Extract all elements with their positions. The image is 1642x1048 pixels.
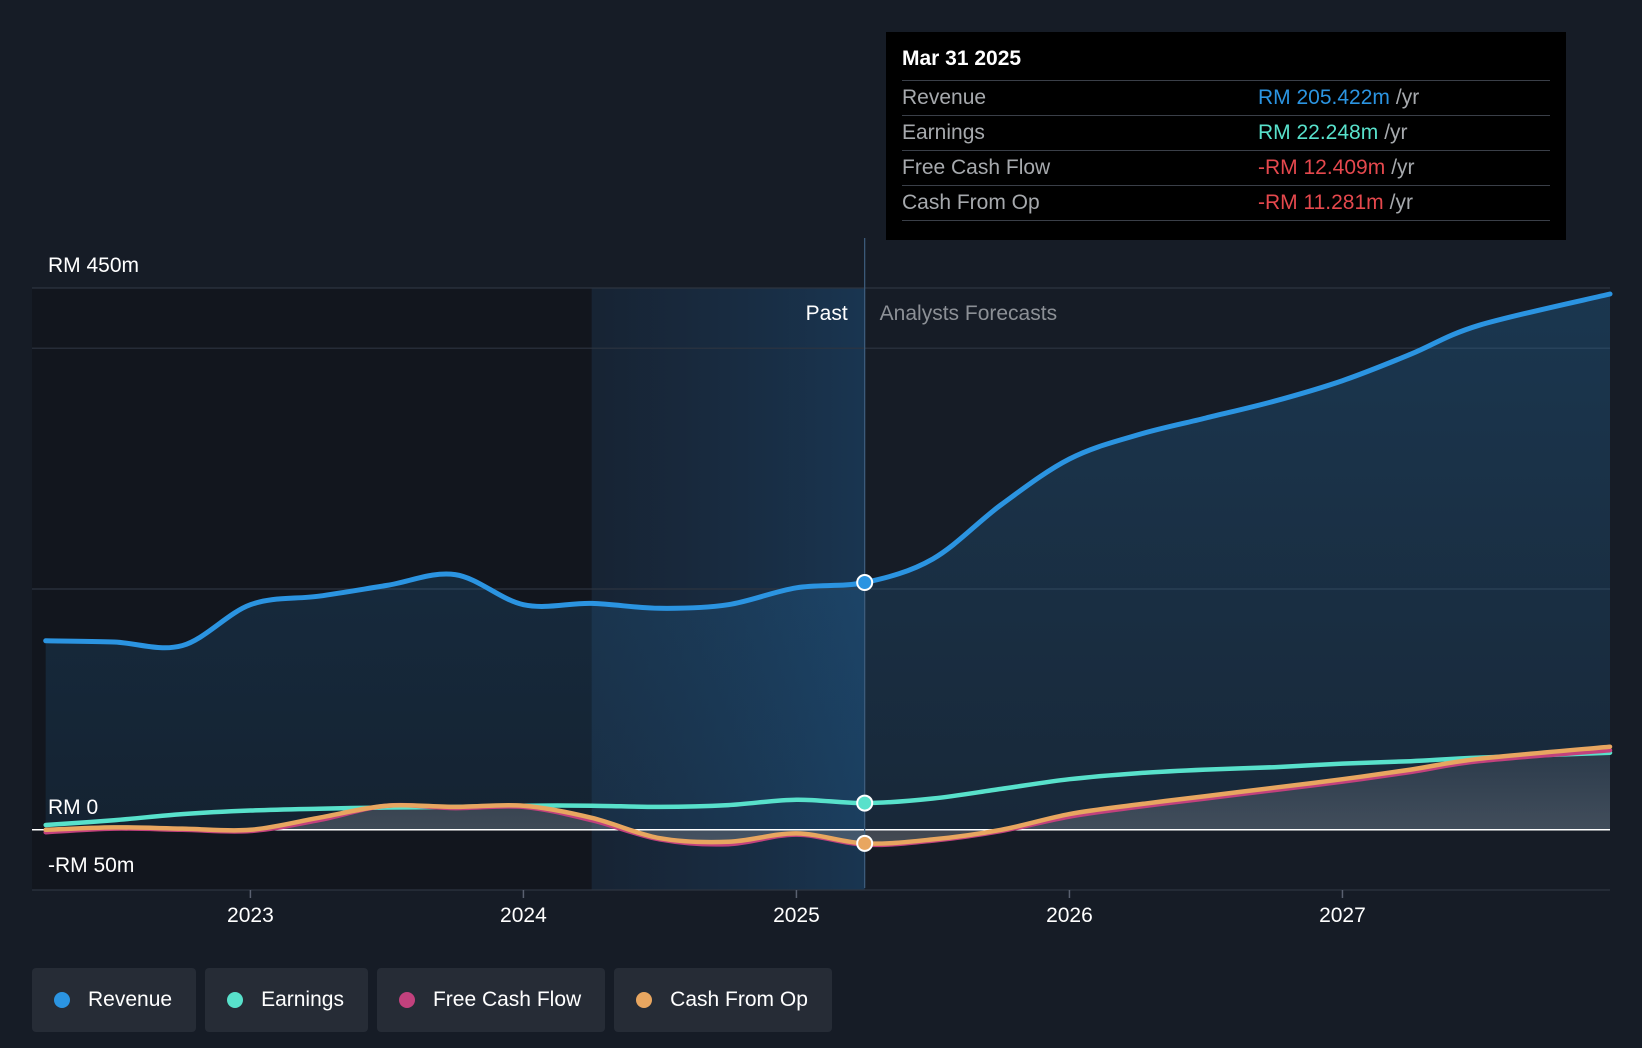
legend-label: Earnings xyxy=(261,988,344,1011)
legend: Revenue Earnings Free Cash Flow Cash Fro… xyxy=(32,968,832,1032)
y-axis-label-top: RM 450m xyxy=(48,254,139,277)
legend-label: Revenue xyxy=(88,988,173,1011)
legend-item-cash-from-op[interactable]: Cash From Op xyxy=(614,968,832,1032)
x-tick-label: 2026 xyxy=(1046,904,1093,927)
tooltip-row-earnings: Earnings RM 22.248m /yr xyxy=(902,116,1550,151)
revenue-marker xyxy=(856,573,874,591)
cash-from-op-marker xyxy=(856,834,874,852)
cash-from-op-area xyxy=(45,746,1611,844)
tooltip-row-name: Cash From Op xyxy=(902,191,1040,214)
legend-item-revenue[interactable]: Revenue xyxy=(32,968,197,1032)
legend-dot-icon xyxy=(636,992,653,1008)
x-axis-ticks: 2023 2024 2025 2026 2027 xyxy=(227,890,1366,927)
tooltip-row-unit: /yr xyxy=(1389,191,1413,214)
tooltip-row-value: RM 22.248m xyxy=(1258,121,1379,144)
earnings-line xyxy=(43,750,1613,828)
series-lines xyxy=(43,291,1613,848)
x-tick-label: 2023 xyxy=(227,904,274,927)
tooltip-row-unit: /yr xyxy=(1384,121,1408,144)
series-areas xyxy=(45,294,1611,844)
earnings-marker xyxy=(856,794,874,812)
x-tick-label: 2024 xyxy=(500,904,547,927)
tooltip: Mar 31 2025 Revenue RM 205.422m /yr Earn… xyxy=(886,32,1566,240)
legend-dot-icon xyxy=(54,992,70,1008)
forecast-label: Analysts Forecasts xyxy=(880,302,1057,325)
tooltip-row-revenue: Revenue RM 205.422m /yr xyxy=(902,81,1550,116)
tooltip-row-value: RM 205.422m xyxy=(1258,86,1390,109)
legend-dot-icon xyxy=(398,992,415,1008)
tooltip-row-name: Free Cash Flow xyxy=(902,156,1051,179)
legend-label: Cash From Op xyxy=(670,988,808,1011)
legend-dot-icon xyxy=(227,992,244,1008)
legend-item-earnings[interactable]: Earnings xyxy=(205,968,368,1032)
hover-markers xyxy=(856,573,874,852)
y-axis-label-bottom: -RM 50m xyxy=(48,854,134,877)
tooltip-row-cash-from-op: Cash From Op -RM 11.281m /yr xyxy=(902,186,1550,221)
tooltip-row-free-cash-flow: Free Cash Flow -RM 12.409m /yr xyxy=(902,151,1550,186)
tooltip-row-value: -RM 12.409m xyxy=(1258,156,1386,179)
x-tick-label: 2027 xyxy=(1319,904,1366,927)
revenue-line xyxy=(43,291,1613,651)
x-tick-label: 2025 xyxy=(773,904,820,927)
cash-from-op-line xyxy=(43,744,1613,846)
tooltip-row-name: Earnings xyxy=(902,121,985,144)
tooltip-row-unit: /yr xyxy=(1391,156,1415,179)
legend-label: Free Cash Flow xyxy=(432,988,582,1011)
tooltip-date: Mar 31 2025 xyxy=(902,44,1550,81)
tooltip-row-unit: /yr xyxy=(1395,86,1420,109)
past-label: Past xyxy=(806,302,848,325)
tooltip-row-name: Revenue xyxy=(902,86,987,109)
y-axis-label-zero: RM 0 xyxy=(48,796,98,819)
revenue-area xyxy=(45,294,1611,830)
tooltip-row-value: -RM 11.281m xyxy=(1258,191,1384,214)
legend-item-free-cash-flow[interactable]: Free Cash Flow xyxy=(376,968,606,1032)
